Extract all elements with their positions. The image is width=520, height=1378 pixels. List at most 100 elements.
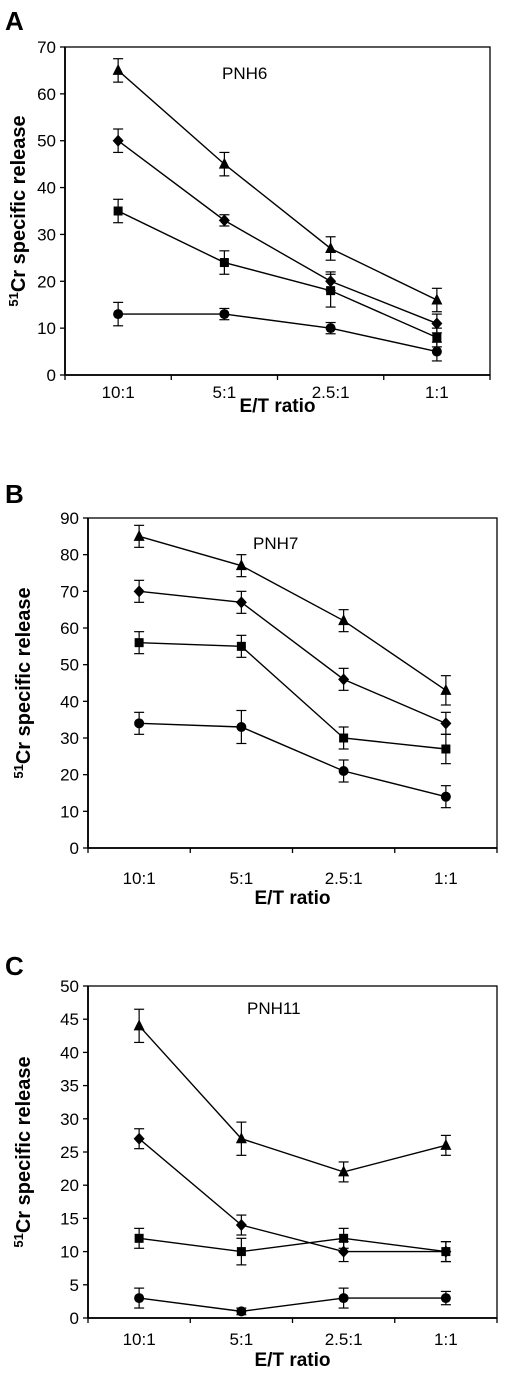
chart-panel-C: C PNH11 0 5 10 15 20 25 30 35 40 45 50 10:1 5:1 2.5:1 1:…: [5, 951, 498, 1371]
y-axis-label-text: Cr specific release: [13, 587, 35, 764]
point-triangle: [440, 683, 452, 695]
x-tick-label: 10:1: [102, 383, 135, 402]
point-diamond: [218, 214, 230, 227]
point-diamond: [235, 1219, 247, 1232]
point-square: [441, 744, 451, 754]
y-tick-label: 0: [70, 839, 79, 858]
chart-panel-B: B PNH7 0 10 20 30 40 50 60 70 80 90 10:1 5:1 2.5:1 1:1 E…: [5, 479, 498, 909]
y-tick-label: 25: [60, 1143, 79, 1162]
panel-title: PNH6: [222, 64, 267, 83]
point-square: [219, 258, 229, 268]
x-tick-label: 2.5:1: [312, 383, 350, 402]
plot-frame: [87, 985, 498, 1319]
series-triangle: [133, 1008, 452, 1183]
y-tick-label: 40: [60, 1043, 79, 1062]
point-triangle: [431, 293, 443, 305]
series-line: [139, 1237, 446, 1253]
point-square: [113, 206, 123, 216]
x-tick-label: 1:1: [434, 869, 458, 888]
point-triangle: [338, 614, 350, 626]
x-tick-label: 10:1: [123, 869, 156, 888]
y-tick-label: 20: [37, 272, 56, 291]
y-tick-label: 50: [60, 656, 79, 675]
x-tick-label: 2.5:1: [325, 869, 363, 888]
y-tick-label: 40: [60, 692, 79, 711]
y-tick-label: 35: [60, 1077, 79, 1096]
series-square: [113, 198, 442, 348]
x-tick-label: 10:1: [123, 1330, 156, 1349]
point-diamond: [133, 585, 145, 598]
y-tick-label: 5: [70, 1276, 79, 1295]
point-circle: [134, 1293, 145, 1304]
point-square: [339, 733, 349, 743]
y-tick-label: 70: [37, 38, 56, 57]
point-triangle: [235, 559, 247, 571]
series-diamond: [133, 1128, 452, 1263]
y-tick-label: 20: [60, 1176, 79, 1195]
point-circle: [113, 309, 124, 320]
x-axis-label: E/T ratio: [254, 888, 330, 909]
series-circle: [113, 301, 442, 362]
x-axis-label: E/T ratio: [254, 1350, 330, 1371]
x-tick-label: 1:1: [425, 383, 449, 402]
point-diamond: [431, 317, 443, 330]
y-tick-label: 60: [60, 619, 79, 638]
chart-panel-A: A PNH6 0 10 20 30 40 50 60 70 10:1 5:1 2.5:1 1:1 E/T r…: [5, 6, 491, 417]
y-tick-label: 50: [37, 132, 56, 151]
point-triangle: [133, 529, 145, 541]
series-line: [117, 69, 438, 301]
point-circle: [325, 323, 336, 334]
y-tick-label: 40: [37, 179, 56, 198]
point-circle: [338, 1293, 349, 1304]
series-line: [118, 313, 438, 353]
x-tick-label: 1:1: [434, 1330, 458, 1349]
y-tick-label: 30: [60, 1110, 79, 1129]
point-circle: [219, 309, 230, 320]
y-tick-label: 15: [60, 1209, 79, 1228]
point-diamond: [235, 596, 247, 609]
point-square: [432, 333, 442, 343]
series-line: [138, 1138, 446, 1253]
series-line: [138, 535, 447, 691]
y-axis-label: 51Cr specific release: [11, 1056, 35, 1247]
series-circle: [134, 709, 451, 809]
x-tick-label: 5:1: [213, 383, 237, 402]
x-axis-label: E/T ratio: [239, 396, 315, 417]
plot-frame: [64, 46, 491, 376]
point-square: [326, 286, 336, 296]
y-axis-label-superscript: 51: [11, 1233, 26, 1247]
x-tick-label: 5:1: [230, 869, 254, 888]
y-axis-label-text: Cr specific release: [13, 1056, 35, 1233]
series-line: [139, 1297, 446, 1313]
point-square: [236, 1247, 246, 1257]
x-tick-label: 5:1: [230, 1330, 254, 1349]
panel-letter: A: [5, 6, 24, 36]
panel-title: PNH11: [247, 999, 301, 1018]
series-line: [139, 722, 447, 798]
y-tick-label: 50: [60, 977, 79, 996]
panel-title: PNH7: [253, 534, 298, 553]
y-tick-label: 10: [60, 1243, 79, 1262]
point-square: [134, 1233, 144, 1243]
point-triangle: [440, 1138, 452, 1150]
y-axis-label: 51Cr specific release: [6, 115, 30, 306]
point-circle: [134, 718, 145, 729]
point-triangle: [112, 63, 124, 75]
point-triangle: [325, 241, 337, 253]
point-diamond: [338, 673, 350, 686]
series-circle: [134, 1287, 451, 1317]
y-axis-label: 51Cr specific release: [11, 587, 35, 778]
y-tick-label: 30: [37, 225, 56, 244]
point-square: [134, 638, 144, 648]
series-line: [117, 210, 438, 339]
point-circle: [236, 1306, 247, 1317]
series-triangle: [112, 58, 443, 313]
series-line: [138, 1025, 447, 1173]
point-diamond: [112, 134, 124, 147]
y-axis-label-superscript: 51: [6, 292, 21, 306]
point-square: [236, 641, 246, 651]
point-circle: [440, 791, 451, 802]
y-tick-label: 70: [60, 582, 79, 601]
y-tick-label: 90: [60, 509, 79, 528]
